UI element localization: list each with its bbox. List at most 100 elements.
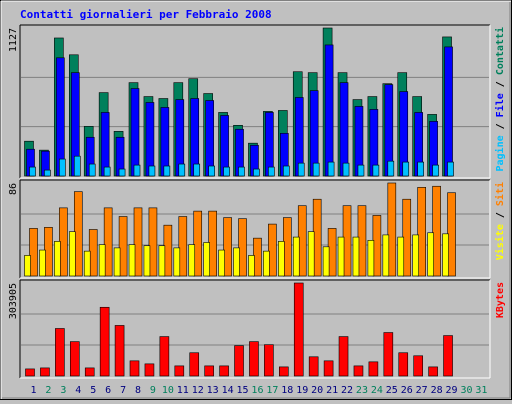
bar <box>193 163 201 177</box>
bar <box>308 356 319 377</box>
bar <box>144 363 155 377</box>
bar <box>118 168 126 177</box>
bar <box>253 168 260 177</box>
bar <box>297 162 305 177</box>
x-tick-label: 27 <box>416 385 428 396</box>
bar <box>208 165 215 177</box>
bar <box>188 244 196 277</box>
bar <box>145 102 155 177</box>
series-legend: Visite / Siti <box>494 182 506 260</box>
bar <box>178 216 188 277</box>
x-tick-label: 23 <box>356 385 368 396</box>
bar <box>248 255 255 277</box>
bar <box>307 231 315 277</box>
bar <box>178 163 186 177</box>
bar <box>402 161 410 177</box>
x-tick-label: 1 <box>30 385 36 396</box>
bar <box>357 164 365 177</box>
x-tick-label: 22 <box>341 385 353 396</box>
bar <box>143 245 151 277</box>
x-tick-label: 8 <box>135 385 141 396</box>
bar <box>205 100 214 177</box>
bar <box>322 246 330 277</box>
bar <box>283 165 290 177</box>
bar <box>238 166 245 177</box>
bar <box>352 236 360 277</box>
bar <box>339 82 349 177</box>
bar <box>133 207 143 277</box>
bar <box>338 336 349 377</box>
bar <box>68 231 76 277</box>
bar <box>327 161 335 177</box>
x-tick-label: 21 <box>326 385 338 396</box>
y-tick-label: 303905 <box>8 283 19 319</box>
bar <box>238 218 247 277</box>
x-tick-label: 14 <box>222 385 234 396</box>
bar <box>193 210 203 277</box>
x-tick-label: 7 <box>120 385 126 396</box>
bar <box>173 247 181 277</box>
chart-title: Contatti giornalieri per Febbraio 2008 <box>20 8 272 21</box>
bar <box>24 255 31 277</box>
bar <box>40 367 50 377</box>
bar <box>367 240 375 277</box>
bar <box>29 166 36 177</box>
bar <box>383 332 394 377</box>
bar <box>444 46 453 177</box>
bar <box>39 249 46 277</box>
y-tick-label: 1127 <box>8 28 19 52</box>
x-tick-label: 25 <box>386 385 398 396</box>
x-tick-label: 20 <box>311 385 323 396</box>
bar <box>249 341 259 377</box>
bar <box>263 250 270 277</box>
bar <box>324 44 334 177</box>
bar <box>113 247 121 277</box>
bar <box>203 242 210 277</box>
x-tick-label: 13 <box>207 385 219 396</box>
x-tick-label: 3 <box>60 385 66 396</box>
x-tick-label: 31 <box>475 385 487 396</box>
x-tick-label: 26 <box>401 385 413 396</box>
legend-entry: Siti <box>494 182 506 206</box>
bar <box>337 236 345 277</box>
bar <box>160 107 170 177</box>
legend-entry: Pagine <box>494 135 506 171</box>
bar <box>84 367 95 377</box>
bar <box>342 162 350 177</box>
bar <box>323 360 334 377</box>
bar <box>158 245 166 277</box>
bar <box>88 163 96 177</box>
bar <box>412 234 419 277</box>
bar <box>174 365 185 377</box>
bar <box>114 325 125 377</box>
bar <box>98 244 106 277</box>
x-tick-label: 30 <box>460 385 472 396</box>
bar <box>442 233 449 277</box>
bar <box>387 182 397 277</box>
bar <box>148 165 156 177</box>
bar <box>83 250 91 277</box>
bar <box>372 164 380 177</box>
bar <box>159 336 170 377</box>
bar <box>148 207 158 277</box>
bar <box>417 187 426 277</box>
bar <box>103 166 111 177</box>
bar <box>264 344 274 377</box>
bar <box>398 352 409 377</box>
legend-entry: File <box>494 93 506 117</box>
bar <box>265 112 274 177</box>
bar <box>59 158 66 177</box>
bar <box>128 244 136 277</box>
legend-entry: Visite <box>494 224 506 260</box>
bar <box>268 166 275 177</box>
x-tick-label: 9 <box>150 385 156 396</box>
bar <box>99 306 110 377</box>
bar <box>56 57 65 177</box>
bar <box>432 185 441 277</box>
bar <box>447 161 454 177</box>
bar <box>353 365 364 377</box>
bar <box>387 160 395 177</box>
bar <box>268 223 277 277</box>
legend-separator: / <box>495 206 506 224</box>
bar <box>163 165 171 177</box>
